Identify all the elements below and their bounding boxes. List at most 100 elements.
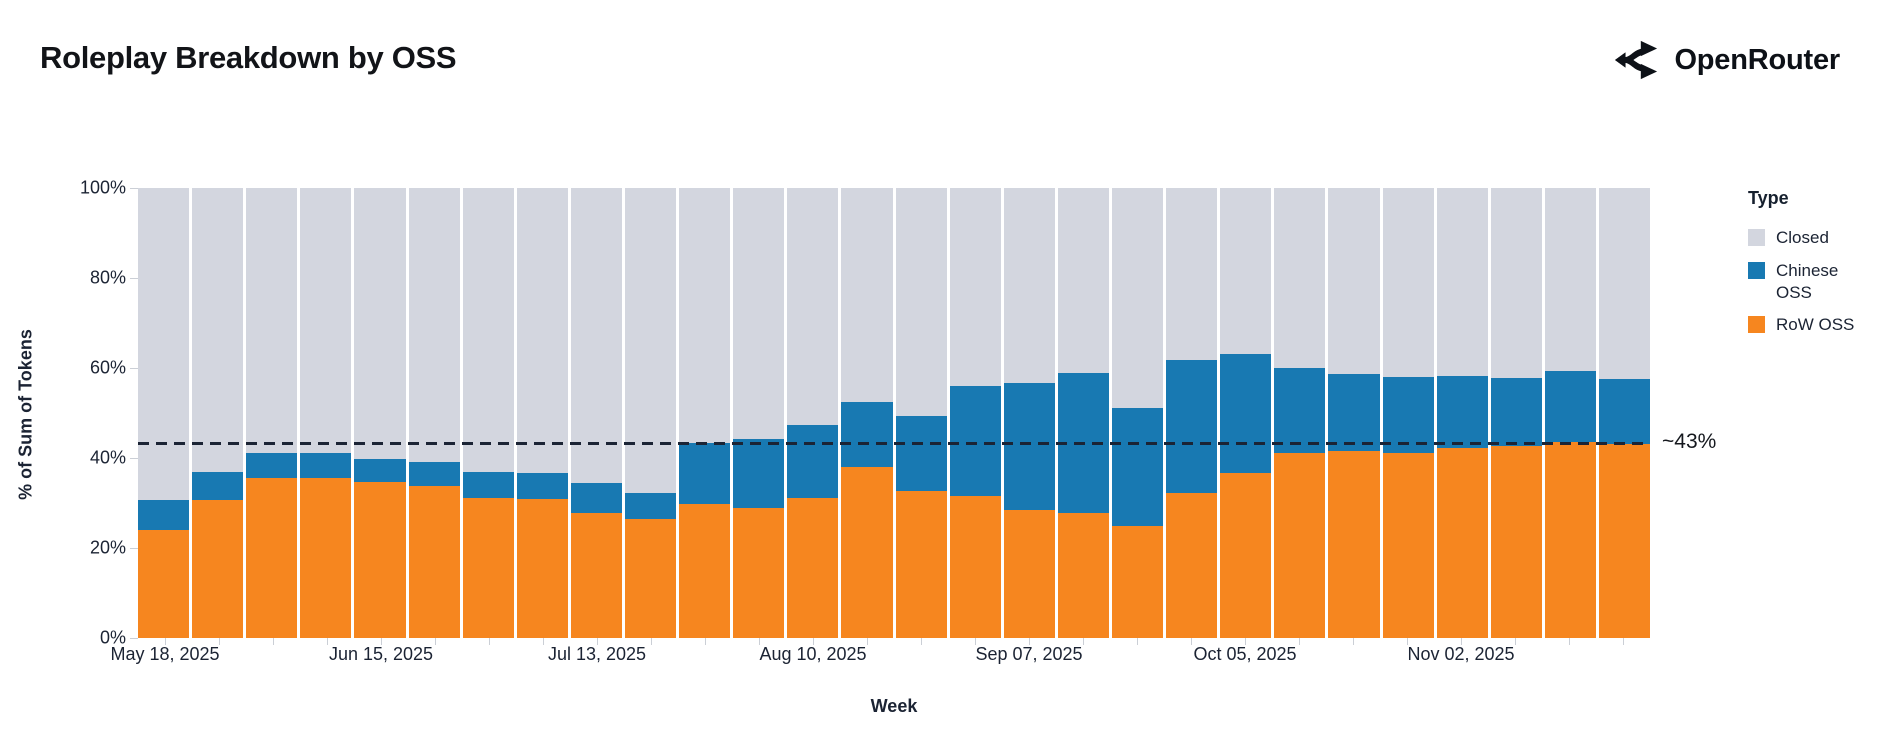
bar-aug-17-2025[interactable] [841, 188, 893, 638]
bar-aug-31-2025[interactable] [949, 188, 1001, 638]
bar-sep-28-2025[interactable] [1166, 188, 1218, 638]
segment-chinese-oss[interactable] [1328, 373, 1380, 451]
segment-row-oss[interactable] [516, 498, 568, 638]
segment-row-oss[interactable] [1274, 453, 1326, 638]
segment-row-oss[interactable] [949, 495, 1001, 638]
segment-row-oss[interactable] [1382, 453, 1434, 638]
segment-closed[interactable] [138, 188, 190, 500]
segment-row-oss[interactable] [1436, 448, 1488, 638]
bar-jun-01-2025[interactable] [246, 188, 298, 638]
bar-jun-15-2025[interactable] [354, 188, 406, 638]
segment-closed[interactable] [841, 188, 893, 403]
bar-jul-20-2025[interactable] [624, 188, 677, 638]
bar-oct-19-2025[interactable] [1328, 188, 1380, 638]
legend-item-row-oss[interactable]: RoW OSS [1748, 314, 1876, 336]
segment-row-oss[interactable] [354, 481, 406, 638]
segment-closed[interactable] [1111, 188, 1164, 409]
segment-chinese-oss[interactable] [624, 493, 677, 520]
segment-chinese-oss[interactable] [733, 439, 785, 509]
segment-closed[interactable] [1274, 188, 1326, 368]
segment-row-oss[interactable] [1490, 445, 1542, 638]
segment-closed[interactable] [895, 188, 947, 417]
segment-row-oss[interactable] [570, 513, 622, 638]
segment-closed[interactable] [408, 188, 460, 463]
segment-row-oss[interactable] [246, 478, 298, 638]
segment-closed[interactable] [354, 188, 406, 459]
bar-may-25-2025[interactable] [192, 188, 244, 638]
bar-jul-27-2025[interactable] [679, 188, 731, 638]
segment-closed[interactable] [1057, 188, 1109, 373]
legend-item-chinese-oss[interactable]: Chinese OSS [1748, 260, 1876, 304]
segment-chinese-oss[interactable] [787, 425, 839, 499]
segment-chinese-oss[interactable] [1436, 375, 1488, 449]
segment-row-oss[interactable] [1598, 444, 1651, 638]
segment-row-oss[interactable] [1057, 512, 1109, 638]
bar-jun-29-2025[interactable] [462, 188, 514, 638]
segment-chinese-oss[interactable] [1544, 370, 1596, 442]
segment-closed[interactable] [1166, 188, 1218, 360]
legend-item-closed[interactable]: Closed [1748, 227, 1876, 249]
bar-oct-12-2025[interactable] [1274, 188, 1326, 638]
segment-chinese-oss[interactable] [462, 471, 514, 499]
segment-row-oss[interactable] [408, 485, 460, 638]
bar-sep-14-2025[interactable] [1057, 188, 1109, 638]
segment-chinese-oss[interactable] [1166, 359, 1218, 494]
segment-row-oss[interactable] [1544, 441, 1596, 638]
segment-chinese-oss[interactable] [1598, 378, 1651, 445]
bar-may-18-2025[interactable] [138, 188, 190, 638]
segment-chinese-oss[interactable] [138, 499, 190, 530]
segment-chinese-oss[interactable] [516, 472, 568, 499]
segment-row-oss[interactable] [1166, 493, 1218, 638]
bar-nov-16-2025[interactable] [1544, 188, 1596, 638]
segment-chinese-oss[interactable] [1490, 378, 1542, 446]
segment-row-oss[interactable] [1328, 450, 1380, 638]
bar-jul-06-2025[interactable] [516, 188, 568, 638]
segment-chinese-oss[interactable] [1382, 376, 1434, 454]
segment-row-oss[interactable] [1220, 472, 1272, 638]
segment-row-oss[interactable] [679, 503, 731, 638]
segment-chinese-oss[interactable] [679, 443, 731, 504]
bar-sep-07-2025[interactable] [1003, 188, 1055, 638]
segment-row-oss[interactable] [462, 498, 514, 638]
segment-chinese-oss[interactable] [408, 462, 460, 486]
segment-row-oss[interactable] [300, 477, 352, 638]
segment-row-oss[interactable] [624, 519, 677, 638]
segment-chinese-oss[interactable] [1111, 408, 1164, 526]
segment-row-oss[interactable] [1003, 510, 1055, 638]
segment-closed[interactable] [192, 188, 244, 472]
segment-chinese-oss[interactable] [895, 416, 947, 491]
segment-chinese-oss[interactable] [192, 471, 244, 500]
segment-chinese-oss[interactable] [841, 402, 893, 467]
bar-nov-02-2025[interactable] [1436, 188, 1488, 638]
bar-jun-22-2025[interactable] [408, 188, 460, 638]
segment-closed[interactable] [1003, 188, 1055, 383]
segment-closed[interactable] [1490, 188, 1542, 379]
bar-nov-09-2025[interactable] [1490, 188, 1542, 638]
segment-closed[interactable] [624, 188, 677, 494]
bar-aug-03-2025[interactable] [733, 188, 785, 638]
segment-closed[interactable] [462, 188, 514, 472]
segment-row-oss[interactable] [787, 498, 839, 638]
segment-chinese-oss[interactable] [1003, 382, 1055, 511]
segment-chinese-oss[interactable] [246, 453, 298, 479]
segment-chinese-oss[interactable] [1220, 354, 1272, 473]
bar-jul-13-2025[interactable] [570, 188, 622, 638]
segment-closed[interactable] [733, 188, 785, 440]
bar-aug-24-2025[interactable] [895, 188, 947, 638]
segment-row-oss[interactable] [841, 466, 893, 638]
segment-chinese-oss[interactable] [570, 483, 622, 514]
segment-closed[interactable] [570, 188, 622, 484]
bar-sep-21-2025[interactable] [1111, 188, 1164, 638]
segment-chinese-oss[interactable] [354, 458, 406, 482]
segment-closed[interactable] [1436, 188, 1488, 376]
segment-row-oss[interactable] [733, 508, 785, 638]
segment-closed[interactable] [787, 188, 839, 426]
segment-closed[interactable] [679, 188, 731, 444]
bar-oct-05-2025[interactable] [1220, 188, 1272, 638]
segment-closed[interactable] [246, 188, 298, 454]
bar-nov-23-2025[interactable] [1598, 188, 1651, 638]
segment-row-oss[interactable] [895, 490, 947, 638]
segment-row-oss[interactable] [1111, 525, 1164, 638]
segment-chinese-oss[interactable] [300, 453, 352, 478]
segment-closed[interactable] [949, 188, 1001, 386]
